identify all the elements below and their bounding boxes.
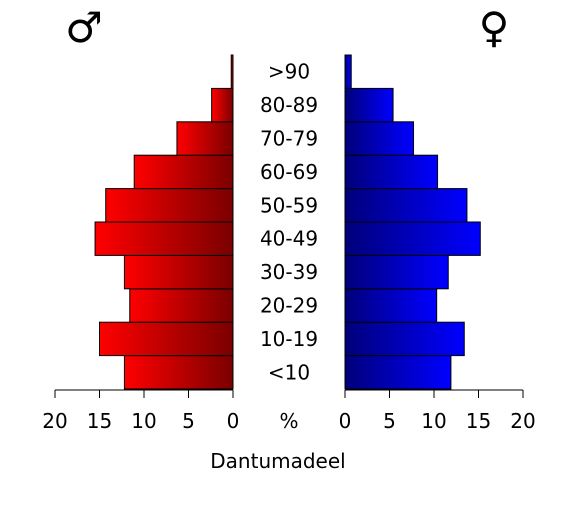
age-labels: <10 10-19 20-29 30-39 40-49 50-59 60-69 70-79 80… xyxy=(260,60,318,385)
female-bar-1 xyxy=(344,321,465,357)
male-bar-9 xyxy=(230,54,234,89)
male-bars xyxy=(94,54,234,390)
age-group-label: 40-49 xyxy=(260,227,318,251)
age-group-label: 10-19 xyxy=(260,327,318,351)
female-axis-tick-label: 15 xyxy=(466,409,491,433)
male-bar-3 xyxy=(123,254,234,290)
male-x-axis: 0 5 10 15 20 xyxy=(42,389,240,433)
age-group-label: 50-59 xyxy=(260,193,318,217)
female-bar-0 xyxy=(344,355,452,390)
female-bar-9 xyxy=(344,54,352,89)
age-group-label: 20-29 xyxy=(260,294,318,318)
female-bar-5 xyxy=(344,188,468,223)
age-group-label: 80-89 xyxy=(260,93,318,117)
male-bar-4 xyxy=(94,221,234,256)
female-x-axis: 0 5 10 15 20 xyxy=(339,389,536,433)
x-axis-title: Dantumadeel xyxy=(210,449,345,473)
female-axis-tick-label: 10 xyxy=(421,409,446,433)
male-bar-8 xyxy=(211,87,234,123)
male-axis-tick-label: 10 xyxy=(131,409,156,433)
male-bar-7 xyxy=(176,121,234,156)
female-axis-tick-label: 20 xyxy=(510,409,535,433)
male-axis-tick-label: 15 xyxy=(87,409,112,433)
male-axis-tick-label: 5 xyxy=(182,409,195,433)
female-bar-4 xyxy=(344,221,481,256)
age-group-label: 30-39 xyxy=(260,260,318,284)
age-group-label: 60-69 xyxy=(260,160,318,184)
percent-label: % xyxy=(279,409,298,433)
female-bar-2 xyxy=(344,288,438,323)
female-bar-6 xyxy=(344,154,439,190)
age-group-label: 70-79 xyxy=(260,127,318,151)
age-group-label: >90 xyxy=(268,60,310,84)
male-bar-6 xyxy=(133,154,234,190)
male-bar-1 xyxy=(99,321,234,357)
female-symbol: ♀ xyxy=(479,3,510,52)
male-bar-2 xyxy=(129,288,234,323)
male-axis-tick-label: 20 xyxy=(42,409,67,433)
female-bar-7 xyxy=(344,121,415,156)
male-symbol: ♂ xyxy=(65,3,103,52)
male-bar-5 xyxy=(105,188,234,223)
female-axis-tick-label: 0 xyxy=(339,409,352,433)
female-bar-3 xyxy=(344,254,449,290)
male-axis-tick-label: 0 xyxy=(227,409,240,433)
age-group-label: <10 xyxy=(268,360,310,384)
female-axis-tick-label: 5 xyxy=(383,409,396,433)
male-bar-0 xyxy=(123,355,234,390)
female-bars xyxy=(344,54,481,390)
female-bar-8 xyxy=(344,87,394,123)
